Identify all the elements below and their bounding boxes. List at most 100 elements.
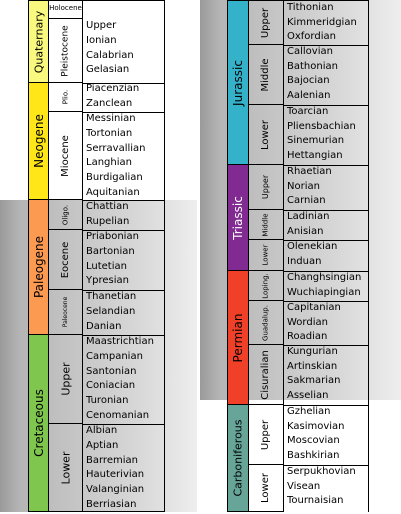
stage-campanian: Campanian bbox=[86, 350, 143, 362]
period-carboniferous: Carboniferous bbox=[227, 404, 249, 512]
epoch-label: Cisuralian bbox=[260, 349, 271, 400]
stage-calabrian: Calabrian bbox=[86, 49, 134, 61]
stage-cenomanian: Cenomanian bbox=[86, 410, 150, 421]
stage-maastrichtian: Maastrichtian bbox=[86, 336, 154, 347]
stage-divider bbox=[284, 465, 368, 466]
stage-divider bbox=[284, 105, 368, 106]
stage-serpukhovian: Serpukhovian bbox=[287, 466, 356, 477]
stage-divider bbox=[284, 240, 368, 241]
stage-artinskian: Artinskian bbox=[287, 360, 338, 372]
stage-kasimovian: Kasimovian bbox=[287, 420, 345, 432]
stage-divider bbox=[83, 112, 164, 113]
stage-asselian: Asselian bbox=[287, 390, 329, 402]
stage-ypresian: Ypresian bbox=[86, 275, 129, 287]
stage-barremian: Barremian bbox=[86, 454, 138, 466]
stage-toarcian: Toarcian bbox=[287, 106, 329, 117]
period-jurassic: Jurassic bbox=[227, 0, 249, 165]
stage-callovian: Callovian bbox=[287, 46, 333, 57]
stage-aquitanian: Aquitanian bbox=[86, 187, 140, 198]
stage-gelasian: Gelasian bbox=[86, 64, 130, 76]
stage-divider bbox=[284, 405, 368, 406]
stage-selandian: Selandian bbox=[86, 305, 136, 317]
stage-bartonian: Bartonian bbox=[86, 245, 135, 257]
stage-divider bbox=[83, 335, 164, 336]
stage-sinemurian: Sinemurian bbox=[287, 135, 345, 147]
stage-wordian: Wordian bbox=[287, 316, 328, 328]
stage-piacenzian: Piacenzian bbox=[86, 83, 140, 94]
stage-tithonian: Tithonian bbox=[287, 2, 334, 13]
stage-divider bbox=[284, 165, 368, 166]
stage-divider bbox=[83, 230, 164, 231]
stage-thanetian: Thanetian bbox=[86, 291, 137, 302]
stage-hettangian: Hettangian bbox=[287, 150, 343, 162]
stage-anisian: Anisian bbox=[287, 225, 324, 237]
stage-aptian: Aptian bbox=[86, 439, 119, 451]
stage-kimmeridgian: Kimmeridgian bbox=[287, 16, 357, 28]
stage-moscovian: Moscovian bbox=[287, 435, 340, 447]
stage-albian: Albian bbox=[86, 425, 118, 436]
stage-messinian: Messinian bbox=[86, 113, 136, 124]
epoch-lower-carboniferous: Lower bbox=[248, 464, 284, 512]
stage-norian: Norian bbox=[287, 180, 320, 192]
epoch-label: Lower bbox=[260, 119, 271, 150]
stage-divider bbox=[284, 345, 368, 346]
stage-priabonian: Priabonian bbox=[86, 231, 139, 242]
stage-pliensbachian: Pliensbachian bbox=[287, 120, 356, 132]
epoch-label: Guadalup. bbox=[261, 304, 270, 341]
stage-upper: Upper bbox=[86, 20, 117, 31]
stage-santonian: Santonian bbox=[86, 365, 137, 377]
stage-changhsingian: Changhsingian bbox=[287, 272, 362, 283]
period-label: Permian bbox=[231, 313, 245, 362]
stage-divider bbox=[284, 45, 368, 46]
stage-valanginian: Valanginian bbox=[86, 484, 145, 496]
period-label: Jurassic bbox=[231, 59, 245, 106]
stage-wuchiapingian: Wuchiapingian bbox=[287, 286, 361, 298]
stage-gzhelian: Gzhelian bbox=[287, 406, 331, 417]
stage-divider bbox=[83, 290, 164, 291]
epoch-label: Lower bbox=[261, 244, 270, 266]
epoch-label: Loping. bbox=[261, 272, 270, 299]
epoch-label: Lower bbox=[260, 473, 271, 503]
right-stage-list: Tithonian Kimmeridgian Oxfordian Callovian B… bbox=[283, 0, 369, 513]
epoch-cisuralian: Cisuralian bbox=[248, 344, 284, 405]
stage-divider bbox=[284, 210, 368, 211]
epoch-lower-triassic: Lower bbox=[248, 239, 284, 271]
stage-olenekian: Olenekian bbox=[287, 241, 338, 252]
stage-oxfordian: Oxfordian bbox=[287, 31, 336, 43]
stage-chattian: Chattian bbox=[86, 201, 129, 212]
epoch-upper-jurassic: Upper bbox=[248, 0, 284, 45]
stage-tortonian: Tortonian bbox=[86, 127, 133, 139]
stage-zanclean: Zanclean bbox=[86, 97, 133, 109]
epoch-label: Middle bbox=[260, 57, 271, 92]
period-triassic: Triassic bbox=[227, 164, 249, 271]
epoch-label: Holocene bbox=[49, 4, 82, 12]
stage-lutetian: Lutetian bbox=[86, 260, 127, 272]
stage-aalenian: Aalenian bbox=[287, 90, 331, 102]
stage-carnian: Carnian bbox=[287, 195, 326, 207]
stage-rupelian: Rupelian bbox=[86, 215, 130, 227]
stage-bajocian: Bajocian bbox=[287, 75, 330, 87]
stage-roadian: Roadian bbox=[287, 331, 328, 343]
stage-bashkirian: Bashkirian bbox=[287, 450, 340, 462]
epoch-middle-jurassic: Middle bbox=[248, 44, 284, 105]
stage-rhaetian: Rhaetian bbox=[287, 166, 332, 177]
stage-sakmarian: Sakmarian bbox=[287, 375, 341, 387]
epoch-guadalupian: Guadalup. bbox=[248, 300, 284, 345]
stage-bathonian: Bathonian bbox=[287, 60, 338, 72]
epoch-label: Middle bbox=[261, 212, 270, 237]
stage-divider bbox=[284, 271, 368, 272]
stage-langhian: Langhian bbox=[86, 157, 132, 169]
epoch-upper-triassic: Upper bbox=[248, 164, 284, 210]
stage-induan: Induan bbox=[287, 255, 322, 267]
stage-turonian: Turonian bbox=[86, 395, 129, 407]
stage-coniacian: Coniacian bbox=[86, 380, 136, 392]
stage-ionian: Ionian bbox=[86, 34, 117, 46]
left-stage-list: Upper Ionian Calabrian Gelasian Piacenzian Za… bbox=[82, 0, 165, 512]
epoch-upper-carboniferous: Upper bbox=[248, 404, 284, 465]
stage-serravallian: Serravallian bbox=[86, 142, 146, 154]
stage-capitanian: Capitanian bbox=[287, 302, 341, 313]
stage-ladinian: Ladinian bbox=[287, 211, 330, 222]
stage-kungurian: Kungurian bbox=[287, 346, 338, 357]
